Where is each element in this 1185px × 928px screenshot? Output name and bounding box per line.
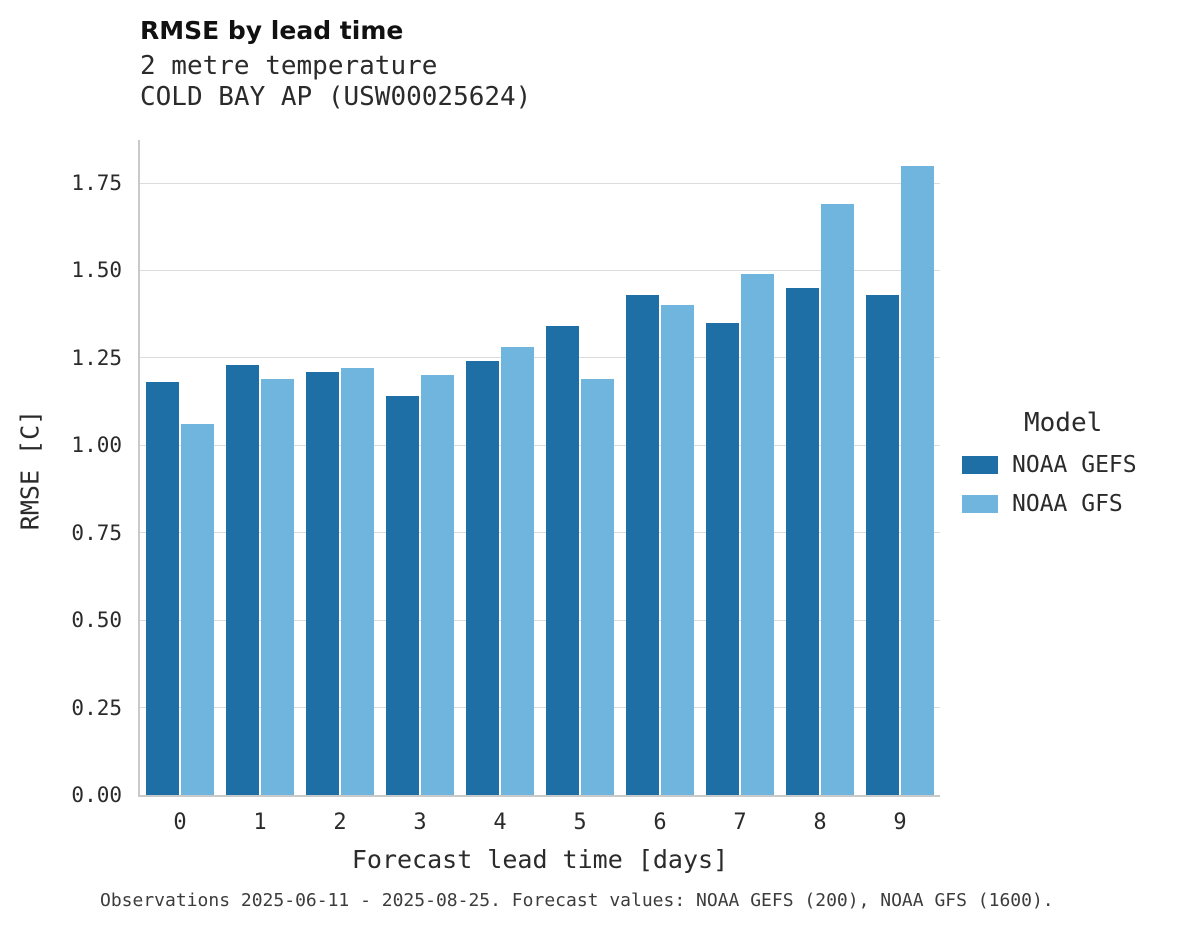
bar-noaa-gefs-day5 bbox=[546, 326, 579, 795]
chart-title: RMSE by lead time bbox=[140, 16, 404, 45]
chart-subtitle: 2 metre temperature COLD BAY AP (USW0002… bbox=[140, 51, 532, 112]
x-tick-label: 1 bbox=[253, 810, 267, 835]
grid-layer bbox=[140, 140, 940, 795]
gridline bbox=[140, 619, 940, 621]
bar-noaa-gefs-day0 bbox=[146, 382, 179, 795]
y-axis-label: RMSE [C] bbox=[15, 409, 45, 531]
x-tick-label: 8 bbox=[813, 810, 827, 835]
bar-noaa-gfs-day8 bbox=[821, 204, 854, 795]
x-tick-label: 2 bbox=[333, 810, 347, 835]
bar-noaa-gefs-day8 bbox=[786, 287, 819, 795]
x-tick-label: 9 bbox=[893, 810, 907, 835]
x-tick-label: 4 bbox=[493, 810, 507, 835]
legend: Model NOAA GEFS NOAA GFS bbox=[962, 408, 1182, 530]
x-axis-spine bbox=[138, 795, 940, 797]
bar-noaa-gfs-day2 bbox=[341, 368, 374, 795]
bar-noaa-gfs-day9 bbox=[901, 165, 934, 795]
legend-title: Model bbox=[1024, 408, 1103, 438]
legend-label-gfs: NOAA GFS bbox=[1012, 491, 1123, 517]
y-tick-label: 0.50 bbox=[71, 608, 122, 633]
legend-label-gefs: NOAA GEFS bbox=[1012, 452, 1137, 478]
x-tick-label: 6 bbox=[653, 810, 667, 835]
y-tick-label: 1.00 bbox=[71, 433, 122, 458]
bar-noaa-gefs-day4 bbox=[466, 361, 499, 795]
y-tick-label: 0.75 bbox=[71, 520, 122, 545]
bar-noaa-gefs-day9 bbox=[866, 294, 899, 795]
gridline bbox=[140, 182, 940, 184]
x-axis-label: Forecast lead time [days] bbox=[351, 845, 729, 874]
legend-swatch-gfs bbox=[962, 495, 998, 513]
bar-noaa-gefs-day6 bbox=[626, 294, 659, 795]
legend-swatch-gefs bbox=[962, 456, 998, 474]
x-tick-label: 7 bbox=[733, 810, 747, 835]
bar-noaa-gefs-day3 bbox=[386, 396, 419, 795]
bar-noaa-gfs-day5 bbox=[581, 378, 614, 795]
y-tick-label: 1.75 bbox=[71, 171, 122, 195]
gridline bbox=[140, 707, 940, 709]
gridline bbox=[140, 357, 940, 359]
y-axis-spine bbox=[138, 140, 140, 797]
bar-noaa-gefs-day7 bbox=[706, 322, 739, 795]
y-tick-label: 1.50 bbox=[71, 258, 122, 283]
gridline bbox=[140, 269, 940, 271]
x-tick-label: 0 bbox=[173, 810, 187, 835]
y-tick-label: 0.25 bbox=[71, 695, 122, 720]
bar-noaa-gefs-day2 bbox=[306, 371, 339, 795]
footer-caption: Observations 2025-06-11 - 2025-08-25. Fo… bbox=[100, 890, 1054, 911]
bar-noaa-gfs-day0 bbox=[181, 424, 214, 795]
plot-area bbox=[140, 140, 940, 795]
bars-layer bbox=[140, 140, 940, 795]
x-tick-label: 5 bbox=[573, 810, 587, 835]
y-tick-label: 1.25 bbox=[71, 345, 122, 370]
bar-noaa-gfs-day6 bbox=[661, 305, 694, 795]
bar-noaa-gfs-day4 bbox=[501, 347, 534, 795]
legend-entry-gfs: NOAA GFS bbox=[962, 491, 1182, 517]
bar-noaa-gfs-day7 bbox=[741, 273, 774, 795]
bar-noaa-gfs-day3 bbox=[421, 375, 454, 795]
y-tick-label: 0.00 bbox=[71, 783, 122, 807]
gridline bbox=[140, 532, 940, 534]
gridline bbox=[140, 444, 940, 446]
bar-noaa-gfs-day1 bbox=[261, 378, 294, 795]
legend-entry-gefs: NOAA GEFS bbox=[962, 452, 1182, 478]
x-tick-label: 3 bbox=[413, 810, 427, 835]
bar-noaa-gefs-day1 bbox=[226, 364, 259, 795]
